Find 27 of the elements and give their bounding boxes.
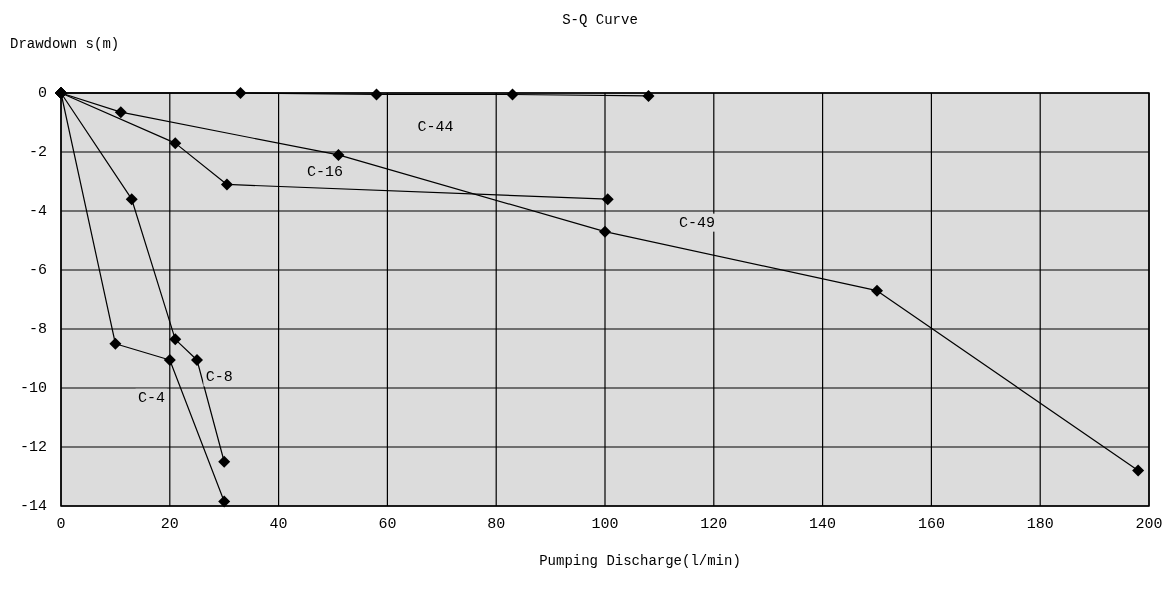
x-axis-title: Pumping Discharge(l/min) [539, 553, 741, 569]
x-tick-label: 40 [269, 516, 288, 533]
y-tick-label: -6 [28, 261, 47, 279]
x-tick-label: 140 [809, 516, 837, 533]
x-tick-label: 100 [591, 516, 619, 533]
x-tick-label: 120 [700, 516, 728, 533]
x-tick-label: 0 [56, 516, 66, 533]
series-label: C-49 [678, 214, 716, 232]
series-label: C-44 [417, 119, 454, 137]
x-tick-label: 180 [1026, 516, 1054, 533]
series-label: C-4 [137, 389, 165, 407]
y-axis-title: Drawdown s(m) [10, 36, 120, 52]
x-tick-label: 60 [378, 516, 397, 533]
y-tick-label: -4 [28, 202, 47, 220]
y-tick-label: -14 [19, 497, 47, 515]
series-label: C-8 [205, 369, 233, 387]
series-label: C-16 [306, 164, 343, 182]
y-tick-label: -8 [28, 320, 47, 338]
y-tick-label: 0 [37, 84, 47, 102]
chart-title: S-Q Curve [562, 12, 638, 28]
x-tick-label: 80 [487, 516, 506, 533]
x-tick-label: 160 [917, 516, 945, 533]
y-tick-label: -12 [19, 438, 47, 456]
y-tick-label: -10 [19, 379, 47, 397]
x-tick-label: 20 [160, 516, 179, 533]
y-tick-label: -2 [28, 143, 47, 161]
x-tick-label: 200 [1135, 516, 1163, 533]
